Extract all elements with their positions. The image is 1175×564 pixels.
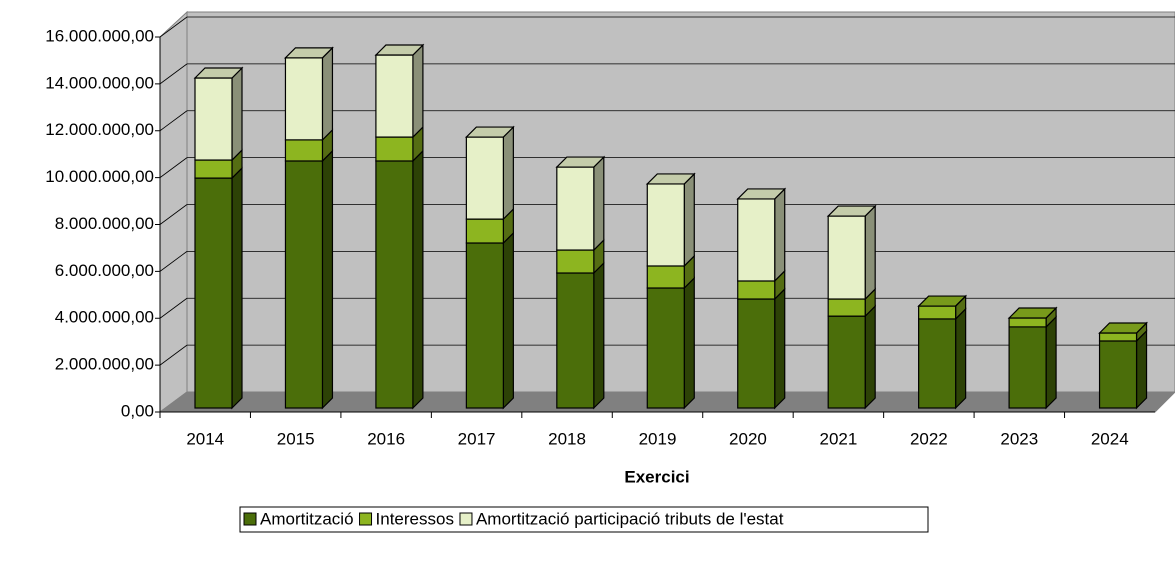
grid-line [159, 63, 188, 85]
x-tick-label: 2017 [458, 429, 496, 448]
bar [375, 54, 414, 138]
bar [284, 139, 324, 162]
bar [556, 249, 595, 274]
bar-side [1136, 322, 1147, 334]
grid-line [159, 297, 188, 319]
bar [737, 198, 776, 282]
bar-side [231, 66, 243, 162]
x-axis-title: Exercici [624, 467, 689, 486]
legend-swatch [359, 512, 373, 526]
grid-line [159, 157, 188, 178]
x-tick-label: 2014 [186, 429, 224, 448]
y-tick-label: 12.000.000,00 [45, 120, 154, 139]
grid-line [159, 251, 188, 272]
legend-label: Amortització [260, 509, 354, 528]
y-tick-label: 4.000.000,00 [55, 308, 154, 327]
bar [465, 218, 504, 244]
bar [194, 159, 233, 179]
y-tick-label: 16.000.000,00 [45, 26, 154, 45]
legend-swatch [459, 512, 473, 526]
bar-top [464, 126, 515, 138]
x-tick-label: 2022 [910, 429, 948, 448]
bar [375, 160, 414, 409]
bar-top [555, 156, 606, 168]
legend-items: Amortització Interessos Amortització parti… [243, 509, 784, 528]
bar-side [321, 149, 334, 410]
bar-top [193, 67, 244, 79]
bar-top [736, 188, 787, 200]
bar-side [683, 172, 695, 268]
grid-line [159, 16, 188, 38]
bar-side [321, 46, 334, 142]
legend-label: Amortització participació tributs de l'e… [476, 509, 784, 528]
bar [1098, 332, 1138, 342]
bar [284, 160, 324, 409]
x-tick-label: 2019 [639, 429, 677, 448]
bar [918, 318, 957, 409]
x-tick-label: 2021 [819, 429, 857, 448]
bar [556, 166, 595, 251]
grid-line [159, 204, 188, 225]
bar [1008, 326, 1047, 409]
bar [556, 272, 595, 409]
bar-side [955, 295, 967, 307]
legend-swatch [243, 512, 257, 526]
y-tick-label: 0,00 [121, 401, 154, 420]
y-tick-label: 6.000.000,00 [55, 261, 154, 280]
y-tick-label: 8.000.000,00 [55, 214, 154, 233]
bar [284, 57, 324, 141]
bar-side [1045, 307, 1057, 319]
bar [827, 315, 866, 409]
bar-side [412, 43, 424, 139]
bar [375, 136, 414, 162]
bar-side [502, 231, 514, 410]
bar [646, 287, 685, 409]
bar-side [1045, 315, 1057, 410]
bar-side [955, 307, 967, 410]
bar [737, 298, 776, 409]
bar-side [1135, 329, 1148, 410]
legend [239, 506, 929, 533]
bar-side [683, 276, 695, 410]
bar [194, 177, 233, 409]
bar-side [231, 166, 243, 410]
bar-side [864, 304, 876, 410]
bar-side [593, 155, 605, 252]
x-tick-label: 2023 [1000, 429, 1038, 448]
bar [1098, 340, 1138, 409]
side-wall [159, 10, 188, 413]
x-tick-label: 2018 [548, 429, 586, 448]
bar-side [864, 204, 876, 301]
bar-top [826, 205, 877, 217]
bar-top [284, 47, 334, 59]
bar-top [374, 44, 425, 56]
y-tick-label: 10.000.000,00 [45, 167, 154, 186]
bar-side [502, 125, 514, 221]
bar [465, 242, 504, 409]
bar [646, 183, 685, 267]
legend-label: Interessos [376, 509, 454, 528]
bar [646, 265, 685, 289]
x-tick-label: 2016 [367, 429, 405, 448]
bar [1008, 317, 1047, 328]
grid-line [159, 110, 188, 132]
grid-line [159, 344, 188, 366]
bar-side [774, 287, 786, 410]
x-tick-label: 2015 [277, 429, 315, 448]
bar-top [645, 173, 696, 185]
y-tick-label: 2.000.000,00 [55, 355, 154, 374]
bar [465, 136, 504, 220]
bar [737, 280, 776, 300]
bar [194, 77, 233, 161]
x-tick-label: 2020 [729, 429, 767, 448]
bar [827, 215, 866, 300]
x-tick-label: 2024 [1091, 429, 1129, 448]
bar [918, 305, 957, 320]
bar-side [412, 149, 424, 410]
bar-side [593, 261, 605, 410]
y-tick-label: 14.000.000,00 [45, 73, 154, 92]
bar [827, 298, 866, 317]
bar-side [774, 187, 786, 283]
